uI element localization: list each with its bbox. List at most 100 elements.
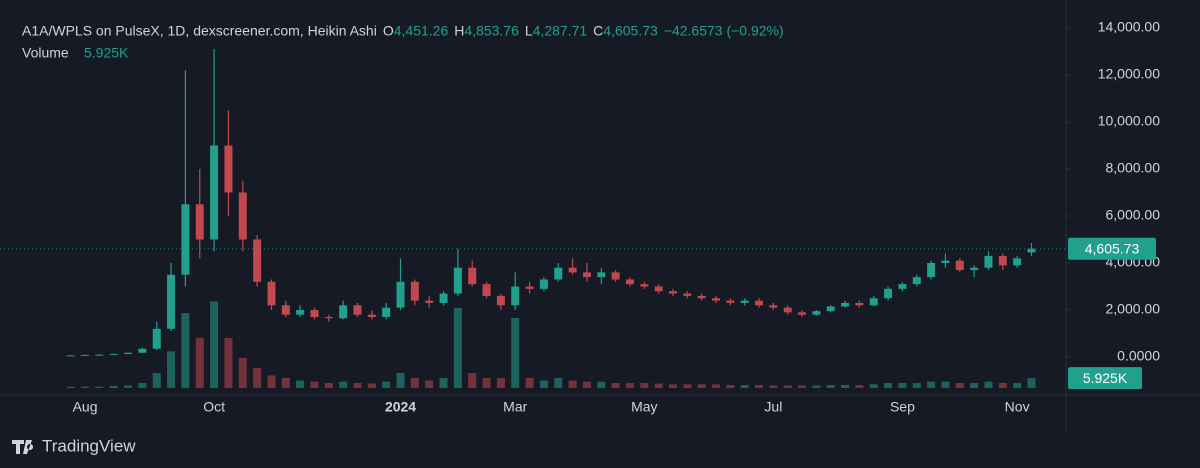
- candle-body: [855, 302, 864, 306]
- volume-bar: [812, 385, 821, 388]
- volume-bar: [109, 386, 118, 388]
- candle-body: [152, 328, 161, 349]
- candle-body: [210, 145, 219, 240]
- volume-bar: [783, 385, 792, 388]
- volume-bar: [640, 383, 649, 388]
- volume-bar: [382, 381, 391, 388]
- volume-bar: [138, 383, 147, 388]
- candle-body: [253, 239, 262, 282]
- last-volume-box: [1068, 367, 1142, 390]
- x-tick-label: Oct: [203, 399, 225, 415]
- chart-title: A1A/WPLS on PulseX, 1D, dexscreener.com,…: [22, 23, 377, 39]
- candle-body: [726, 300, 735, 303]
- volume-bar: [898, 383, 907, 388]
- candle-body: [81, 354, 90, 356]
- candle-body: [611, 272, 620, 280]
- candle-body: [941, 260, 950, 263]
- price-change: −42.6573 (−0.92%): [664, 23, 784, 39]
- candle-body: [453, 267, 462, 294]
- volume-bar: [597, 381, 606, 388]
- x-tick-label: 2024: [385, 399, 416, 415]
- last-volume-label: 5.925K: [1083, 370, 1128, 386]
- candle-body: [439, 293, 448, 303]
- volume-bar: [712, 384, 720, 388]
- legend: A1A/WPLS on PulseX, 1D, dexscreener.com,…: [22, 23, 377, 61]
- candle-body: [769, 305, 778, 308]
- candle-body: [339, 305, 348, 319]
- y-tick-label: 8,000.00: [1106, 160, 1161, 176]
- volume-title: Volume: [22, 45, 69, 61]
- volume-bar: [984, 381, 993, 388]
- volume-bar: [167, 351, 176, 388]
- volume-value: 5.925K: [84, 45, 129, 61]
- volume-bar: [95, 386, 104, 388]
- candle-body: [568, 267, 577, 273]
- candle-body: [582, 272, 591, 278]
- candle-body: [712, 298, 720, 301]
- y-tick-label: 14,000.00: [1098, 19, 1160, 35]
- ohlc-key: L: [525, 23, 533, 39]
- volume-bar: [582, 381, 591, 388]
- candle-body: [654, 286, 663, 292]
- volume-bar: [66, 386, 75, 388]
- volume-bar: [281, 378, 290, 388]
- candle-body: [970, 267, 979, 271]
- candle-body: [755, 300, 764, 306]
- candle-body: [1013, 258, 1022, 266]
- candle-body: [425, 300, 434, 303]
- candle-body: [396, 281, 405, 308]
- candle-body: [898, 284, 907, 289]
- volume-bar: [941, 381, 950, 388]
- brand-logo: [12, 440, 34, 454]
- x-tick-label: May: [631, 399, 657, 415]
- x-tick-label: Mar: [503, 399, 527, 415]
- candle-body: [482, 284, 491, 296]
- candle-body: [984, 255, 993, 268]
- volume-bar: [884, 383, 893, 388]
- ohlc-value: 4,853.76: [464, 23, 519, 39]
- candle-body: [195, 204, 204, 240]
- volume-bar: [453, 308, 462, 388]
- y-tick-label: 6,000.00: [1106, 207, 1161, 223]
- last-price-label: 4,605.73: [1085, 240, 1140, 256]
- y-tick-label: 0.0000: [1117, 348, 1160, 364]
- candle-body: [124, 352, 133, 354]
- volume-bar: [482, 378, 491, 388]
- ohlc-value: 4,605.73: [603, 23, 658, 39]
- x-tick-label: Aug: [73, 399, 98, 415]
- volume-bar: [210, 301, 219, 388]
- volume-bar: [410, 378, 419, 388]
- candle-body: [912, 277, 921, 285]
- x-tick-label: Nov: [1005, 399, 1030, 415]
- candle-body: [884, 288, 893, 299]
- volume-bar: [238, 358, 247, 388]
- candle-body: [181, 204, 190, 275]
- volume-bar: [353, 383, 362, 388]
- volume-bar: [468, 373, 477, 388]
- candle-body: [525, 286, 534, 289]
- volume-bar: [755, 385, 764, 388]
- volume-bar: [267, 375, 276, 388]
- candle-body: [812, 311, 821, 315]
- candle-body: [625, 279, 634, 285]
- volume-bar: [740, 385, 749, 388]
- candle-body: [224, 145, 233, 193]
- candle-body: [869, 298, 878, 306]
- volume-bar: [224, 338, 233, 388]
- ohlc-value: 4,451.26: [394, 23, 449, 39]
- volume-bar: [496, 378, 505, 388]
- candle-body: [167, 274, 176, 329]
- y-tick-label: 12,000.00: [1098, 66, 1160, 82]
- volume-bar: [124, 385, 133, 388]
- candle-body: [410, 281, 419, 301]
- candle-body: [539, 279, 548, 289]
- ohlc-key: C: [593, 23, 603, 39]
- candle-body: [841, 302, 850, 307]
- volume-bar: [927, 381, 936, 388]
- candle-body: [238, 192, 247, 240]
- candle-body: [668, 291, 677, 294]
- x-tick-label: Sep: [890, 399, 915, 415]
- volume-bar: [611, 383, 620, 388]
